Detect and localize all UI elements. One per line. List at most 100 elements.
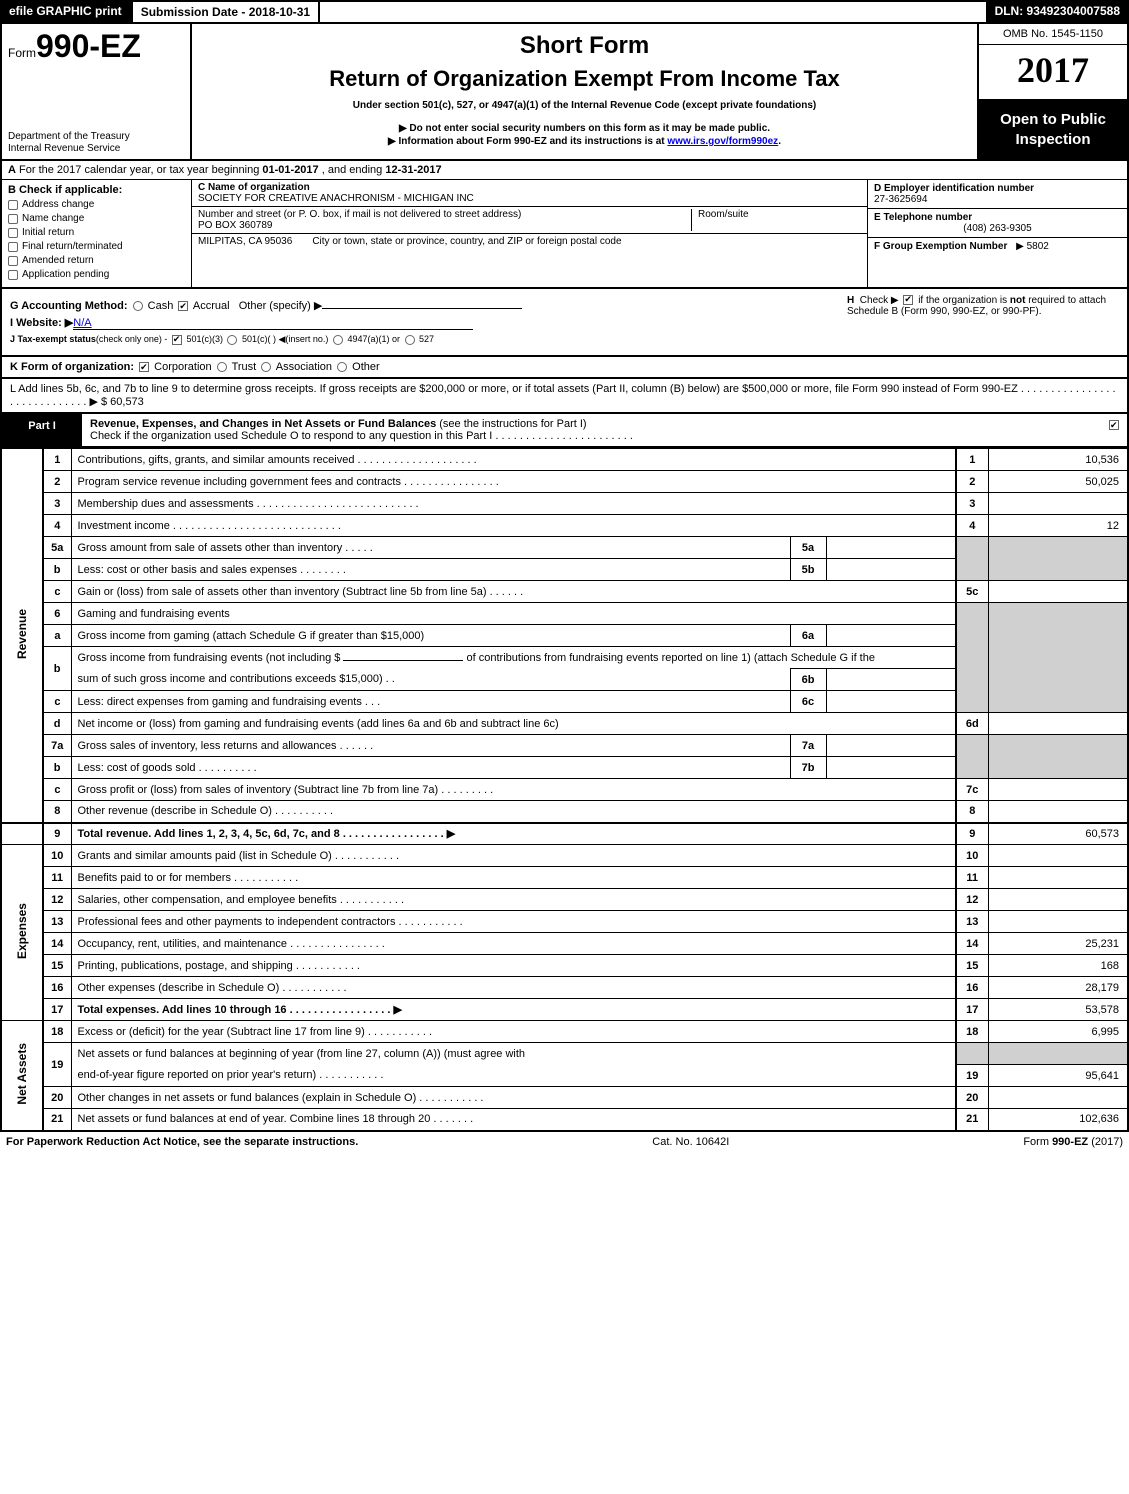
h-text2: if the organization is [918, 295, 1010, 306]
val-16: 28,179 [988, 977, 1128, 999]
f-label: F Group Exemption Number [874, 241, 1007, 252]
note2-pre: ▶ Information about Form 990-EZ and its … [388, 136, 667, 147]
desc-13: Professional fees and other payments to … [71, 911, 956, 933]
radio-4947[interactable] [333, 335, 343, 345]
header-right: OMB No. 1545-1150 2017 Open to Public In… [977, 24, 1127, 159]
mini-val-7a [826, 735, 956, 757]
checkbox-schedule-o[interactable] [1109, 420, 1119, 430]
side-label-revenue: Revenue [1, 449, 43, 823]
j-527: 527 [419, 334, 434, 344]
checkbox-application-pending[interactable] [8, 270, 18, 280]
i-label: I Website: ▶ [10, 317, 73, 329]
side-sep-rev [1, 823, 43, 845]
val-6d [988, 713, 1128, 735]
mini-ln-5b: 5b [790, 559, 826, 581]
grey-val-19 [988, 1043, 1128, 1065]
section-a-block: A For the 2017 calendar year, or tax yea… [0, 161, 1129, 289]
ln-14: 14 [43, 933, 71, 955]
mini-val-7b [826, 757, 956, 779]
val-14: 25,231 [988, 933, 1128, 955]
checkbox-address-change[interactable] [8, 200, 18, 210]
desc-5b: Less: cost or other basis and sales expe… [71, 559, 790, 581]
num-3: 3 [956, 493, 988, 515]
checkbox-final-return[interactable] [8, 242, 18, 252]
part1-check-text: Check if the organization used Schedule … [90, 430, 633, 442]
mini-ln-6a: 6a [790, 625, 826, 647]
grey-val-6 [988, 603, 1128, 713]
desc-19-1: Net assets or fund balances at beginning… [71, 1043, 956, 1065]
desc-14: Occupancy, rent, utilities, and maintena… [71, 933, 956, 955]
checkbox-corporation[interactable] [139, 362, 149, 372]
checkbox-h[interactable] [903, 295, 913, 305]
radio-trust[interactable] [217, 362, 227, 372]
grey-19 [956, 1043, 988, 1065]
num-6d: 6d [956, 713, 988, 735]
radio-cash[interactable] [133, 301, 143, 311]
desc-12: Salaries, other compensation, and employ… [71, 889, 956, 911]
mini-val-6c [826, 691, 956, 713]
h-text1: Check ▶ [860, 295, 899, 306]
val-9: 60,573 [988, 823, 1128, 845]
checkbox-accrual[interactable] [178, 301, 188, 311]
radio-other[interactable] [337, 362, 347, 372]
h-not: not [1010, 295, 1026, 306]
radio-association[interactable] [261, 362, 271, 372]
j-501c: 501(c)( ) ◀(insert no.) [242, 334, 328, 344]
val-8 [988, 801, 1128, 823]
k-assoc: Association [276, 361, 332, 373]
dept-line1: Department of the Treasury [8, 131, 184, 143]
ln-18: 18 [43, 1021, 71, 1043]
mini-val-5a [826, 537, 956, 559]
title-return: Return of Organization Exempt From Incom… [200, 66, 969, 92]
num-8: 8 [956, 801, 988, 823]
footer-center: Cat. No. 10642I [652, 1136, 729, 1148]
desc-5c: Gain or (loss) from sale of assets other… [71, 581, 956, 603]
grey-val-7 [988, 735, 1128, 779]
ln-6d: d [43, 713, 71, 735]
num-7c: 7c [956, 779, 988, 801]
i-value[interactable]: N/A [73, 317, 473, 330]
desc-18: Excess or (deficit) for the year (Subtra… [71, 1021, 956, 1043]
c-name-label: C Name of organization [198, 182, 861, 193]
j-501c3: 501(c)(3) [186, 334, 223, 344]
val-11 [988, 867, 1128, 889]
footer-right-pre: Form [1023, 1136, 1052, 1148]
g-other-input[interactable] [322, 308, 522, 309]
side-label-netassets: Net Assets [1, 1021, 43, 1131]
ln-1: 1 [43, 449, 71, 471]
checkbox-amended-return[interactable] [8, 256, 18, 266]
val-10 [988, 845, 1128, 867]
checkbox-initial-return[interactable] [8, 228, 18, 238]
col-c: C Name of organization SOCIETY FOR CREAT… [192, 180, 867, 287]
num-14: 14 [956, 933, 988, 955]
desc-21: Net assets or fund balances at end of ye… [71, 1109, 956, 1131]
ln-2: 2 [43, 471, 71, 493]
checkbox-name-change[interactable] [8, 214, 18, 224]
val-2: 50,025 [988, 471, 1128, 493]
topbar-spacer [320, 0, 985, 24]
desc-15: Printing, publications, postage, and shi… [71, 955, 956, 977]
radio-501c[interactable] [227, 335, 237, 345]
desc-2: Program service revenue including govern… [71, 471, 956, 493]
g-label: G Accounting Method: [10, 300, 128, 312]
ln-5a: 5a [43, 537, 71, 559]
instructions-link[interactable]: www.irs.gov/form990ez [667, 136, 778, 147]
row-h: H Check ▶ if the organization is not req… [839, 295, 1119, 349]
num-2: 2 [956, 471, 988, 493]
checkbox-501c3[interactable] [172, 335, 182, 345]
c-room-label: Room/suite [698, 209, 861, 220]
k-label: K Form of organization: [10, 361, 134, 373]
col-def: D Employer identification number 27-3625… [867, 180, 1127, 287]
ln-17: 17 [43, 999, 71, 1021]
desc-7a: Gross sales of inventory, less returns a… [71, 735, 790, 757]
dln-label: DLN: 93492304007588 [986, 0, 1129, 24]
g-cash: Cash [148, 300, 174, 312]
ln-9: 9 [43, 823, 71, 845]
val-7c [988, 779, 1128, 801]
val-20 [988, 1087, 1128, 1109]
val-4: 12 [988, 515, 1128, 537]
val-3 [988, 493, 1128, 515]
grey-6 [956, 603, 988, 713]
grey-5 [956, 537, 988, 581]
radio-527[interactable] [405, 335, 415, 345]
